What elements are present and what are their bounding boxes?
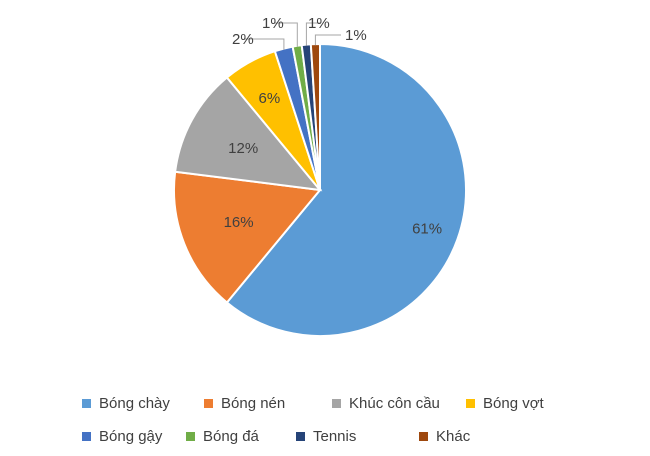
legend-label: Bóng chày	[99, 395, 170, 412]
slice-label-khac: 1%	[345, 27, 367, 44]
legend-label: Khúc côn cầu	[349, 395, 440, 412]
legend-swatch	[82, 399, 91, 408]
pie-slice-bong-nen	[173, 170, 322, 304]
pie-slice-bong-chay	[225, 42, 468, 337]
legend-swatch	[332, 399, 341, 408]
legend-item-bong-nen: Bóng nén	[204, 395, 285, 412]
legend-label: Bóng vợt	[483, 395, 544, 412]
slice-label-bong-gay: 2%	[232, 31, 254, 48]
legend-swatch	[204, 399, 213, 408]
slice-label-khuc-con-cau: 12%	[228, 140, 258, 157]
legend-swatch	[296, 432, 305, 441]
legend-label: Bóng đá	[203, 428, 259, 445]
slice-label-bong-nen: 16%	[224, 214, 254, 231]
leader-line-bong-da	[274, 22, 298, 47]
legend-item-bong-vot: Bóng vợt	[466, 395, 544, 412]
slice-label-tennis: 1%	[308, 15, 330, 32]
legend-item-khac: Khác	[419, 428, 470, 445]
leader-line-tennis	[305, 22, 320, 46]
leader-line-khac	[314, 34, 341, 46]
legend-item-bong-chay: Bóng chày	[82, 395, 170, 412]
legend-item-khuc-con-cau: Khúc côn cầu	[332, 395, 440, 412]
legend-label: Bóng gậy	[99, 428, 163, 445]
slice-label-bong-chay: 61%	[412, 221, 442, 238]
legend-label: Tennis	[313, 428, 357, 445]
slice-label-bong-vot: 6%	[259, 90, 281, 107]
legend-swatch	[466, 399, 475, 408]
pie-slice-khuc-con-cau	[174, 76, 323, 192]
slice-label-bong-da: 1%	[262, 15, 284, 32]
legend-label: Khác	[436, 428, 471, 445]
legend-label: Bóng nén	[221, 395, 286, 412]
legend-item-bong-gay: Bóng gậy	[82, 428, 162, 445]
legend-swatch	[82, 432, 91, 441]
legend-item-tennis: Tennis	[296, 428, 356, 445]
legend-swatch	[419, 432, 428, 441]
legend-item-bong-da: Bóng đá	[186, 428, 259, 445]
legend-swatch	[186, 432, 195, 441]
leader-line-bong-gay	[244, 38, 285, 50]
